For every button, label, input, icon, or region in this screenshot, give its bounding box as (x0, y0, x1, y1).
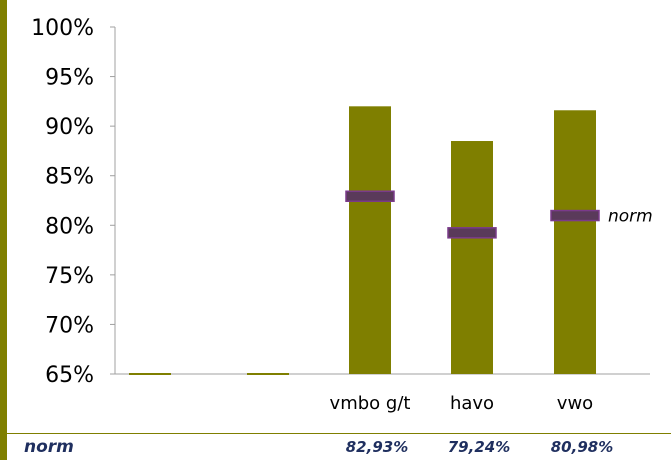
bar (349, 106, 391, 375)
bar (451, 141, 493, 374)
chart-labels: 65% 70% 75% 80% 85% 90% 95% 100% vmbo g/t havo vwo… (31, 16, 653, 414)
x-tick-label: vmbo g/t (330, 393, 411, 414)
norm-marker (550, 209, 600, 222)
y-tick-label: 85% (45, 165, 94, 190)
norm-marker (345, 190, 395, 202)
y-tick-label: 90% (45, 115, 94, 140)
norm-markers (345, 190, 600, 239)
chart-bars (129, 106, 596, 375)
y-tick-label: 80% (45, 214, 94, 239)
norm-value-havo: 79,24% (447, 438, 511, 456)
x-tick-label: havo (450, 393, 494, 414)
y-tick-label: 75% (45, 264, 94, 289)
bar (247, 373, 289, 375)
norm-marker (447, 227, 497, 239)
norm-row: norm 82,93% 79,24% 80,98% (7, 433, 671, 461)
y-tick-label: 100% (31, 16, 94, 41)
norm-row-label: norm (24, 437, 74, 457)
bar (554, 110, 596, 374)
norm-value-vmbo: 82,93% (345, 438, 409, 456)
y-tick-label: 95% (45, 66, 94, 91)
left-accent-bar (0, 0, 7, 460)
y-tick-label: 65% (45, 363, 94, 388)
norm-value-vwo: 80,98% (550, 438, 614, 456)
bar-chart: 65% 70% 75% 80% 85% 90% 95% 100% vmbo g/t havo vwo… (31, 16, 653, 414)
bar (129, 373, 171, 375)
norm-series-label: norm (608, 207, 653, 227)
x-tick-label: vwo (557, 393, 593, 414)
y-tick-label: 70% (45, 313, 94, 338)
